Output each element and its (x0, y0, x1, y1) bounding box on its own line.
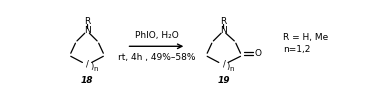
Text: ): ) (90, 62, 94, 71)
Text: R: R (220, 17, 227, 26)
Text: 18: 18 (81, 76, 93, 85)
Text: /: / (223, 59, 226, 68)
Text: n: n (94, 66, 98, 72)
Text: PhIO, H₂O: PhIO, H₂O (135, 31, 178, 40)
Text: 19: 19 (217, 76, 230, 85)
Text: R: R (84, 17, 90, 26)
Text: O: O (255, 49, 262, 58)
Text: ): ) (227, 62, 230, 71)
Text: rt, 4h , 49%–58%: rt, 4h , 49%–58% (118, 53, 195, 62)
Text: n: n (230, 66, 234, 72)
Text: /: / (86, 59, 89, 68)
Text: N: N (84, 26, 91, 35)
Text: N: N (220, 26, 227, 35)
Text: R = H, Me: R = H, Me (283, 33, 328, 42)
Text: n=1,2: n=1,2 (283, 45, 310, 54)
